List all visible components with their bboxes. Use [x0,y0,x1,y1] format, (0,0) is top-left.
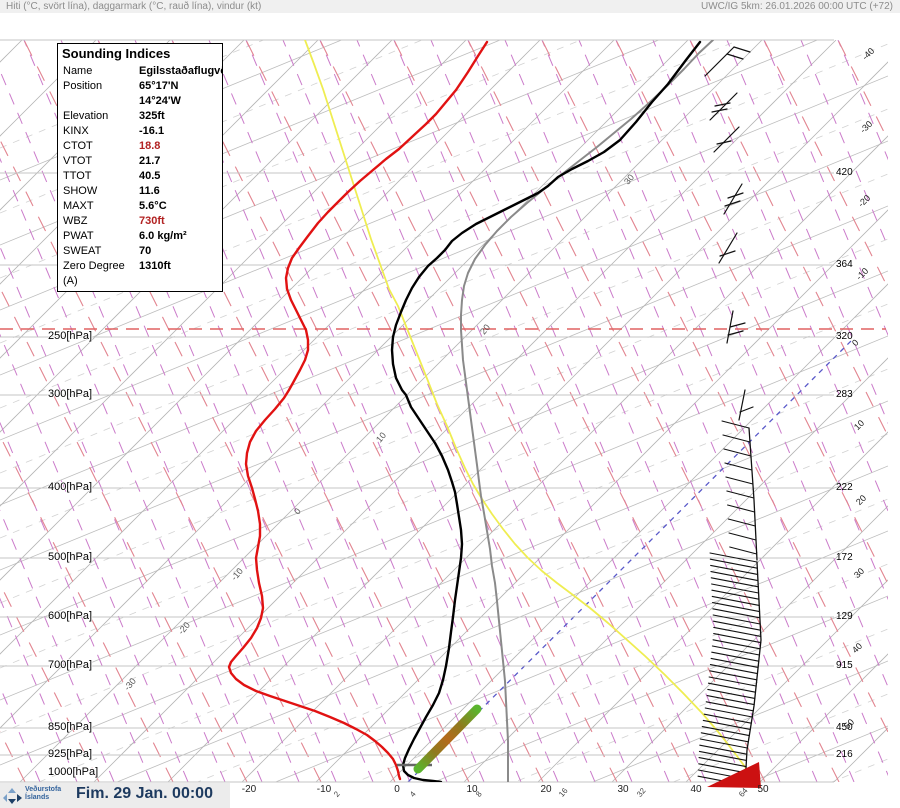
indices-row-label: Elevation [63,110,109,122]
top-info-bar: Hiti (°C, svört lína), daggarmark (°C, r… [0,0,900,13]
indices-row: KINX -16.1 [58,124,222,139]
indices-row-label: VTOT [63,155,93,167]
indices-row: TROPO(A)32460ft [58,289,222,291]
indices-row: Position 65°17'N 14°24'W [58,79,222,109]
indices-row-value: 40.5 [139,170,161,182]
date-band: Veðurstofa Íslands Fim. 29 Jan. 00:00 [0,783,230,808]
indices-panel-title: Sounding Indices [62,46,171,61]
indices-row-value: 11.6 [139,185,160,197]
indices-row-label: SWEAT [63,245,102,257]
indices-row: WBZ 730ft [58,214,222,229]
indices-row-value: 1310ft [139,260,171,272]
indices-row-label: PWAT [63,230,94,242]
indices-row-value: 325ft [139,110,165,122]
indices-row-label: TTOT [63,170,92,182]
indices-row-value: 6.0 kg/m² [139,230,187,242]
indices-row-label: SHOW [63,185,98,197]
indices-row-label: Name [63,65,93,77]
indices-row-value: 21.7 [139,155,161,167]
logo-line1: Veðurstofa [25,786,62,793]
vedurstofa-logo-text: Veðurstofa Íslands [25,786,61,802]
indices-row: Zero Degree (A) 1310ft [58,259,222,289]
indices-row-label: KINX [63,125,89,137]
indices-row: PWAT 6.0 kg/m² [58,229,222,244]
indices-row-value: 65°17'N 14°24'W [139,80,181,107]
indices-row-value: -16.1 [139,125,165,137]
model-run-text: UWC/IG 5km: 26.01.2026 00:00 UTC (+72) [700,1,893,12]
indices-row: MAXT 5.6°C [58,199,222,214]
indices-row-label: WBZ [63,215,88,227]
valid-date-label: Fim. 29 Jan. 00:00 [76,785,213,802]
indices-row: Elevation 325ft [58,109,222,124]
indices-row: SHOW 11.6 [58,184,222,199]
indices-row: VTOT 21.7 [58,154,222,169]
indices-row: SWEAT 70 [58,244,222,259]
indices-row-label: MAXT [63,200,94,212]
indices-row-label: Position [63,80,103,92]
sounding-indices-panel: Sounding Indices Name Egilsstaðaflugvöllu… [57,43,223,292]
indices-row-value: 730ft [139,215,165,227]
indices-row-value: 5.6°C [139,200,167,212]
indices-row-value: 18.8 [139,140,161,152]
indices-row-label: Zero Degree (A) [63,260,125,287]
indices-row-label: TROPO(A) [63,289,139,291]
indices-row: TTOT 40.5 [58,169,222,184]
indices-row: CTOT 18.8 [58,139,222,154]
indices-row-value: 70 [139,245,152,257]
vedurstofa-logo-icon [3,788,22,804]
indices-row-value: 32460ft [139,289,177,291]
legend-text: Hiti (°C, svört lína), daggarmark (°C, r… [6,1,262,12]
indices-rows: Name Egilsstaðaflugvöllur Position 65°17'N … [58,64,222,291]
indices-row: Name Egilsstaðaflugvöllur [58,64,222,79]
indices-row-label: CTOT [63,140,93,152]
indices-row-value: Egilsstaðaflugvöllur [139,65,222,77]
logo-line2: Íslands [25,794,50,801]
